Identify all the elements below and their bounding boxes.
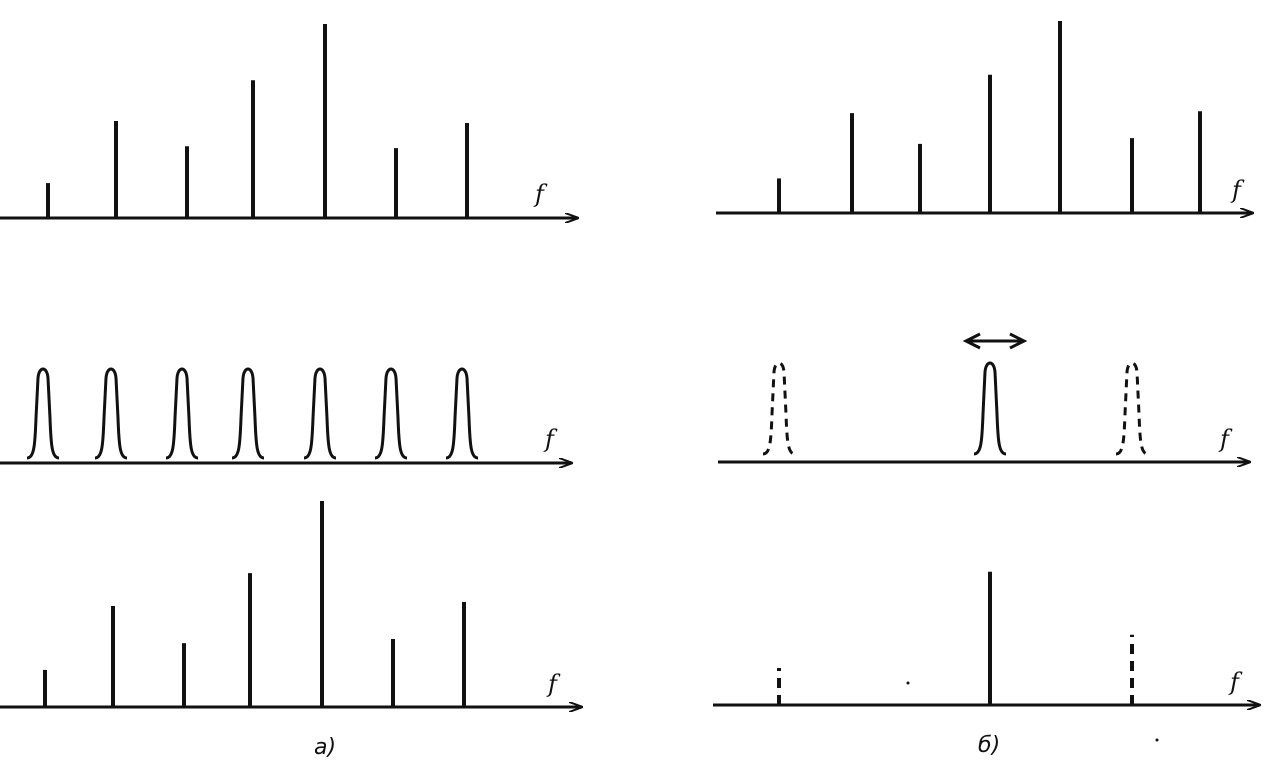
filter-position-ghost [1115,361,1149,456]
panel-a-filter-bank: f [0,367,572,463]
axis-label-f: f [1218,425,1233,453]
print-speck [1155,738,1159,742]
panel-b-caption: б) [978,733,1000,758]
panel-b-bottom-spectrum: f [713,571,1260,742]
bandpass-filter [94,367,128,460]
panel-a-top-spectrum: f [0,24,578,218]
panel-b-top-spectrum: f [716,21,1253,213]
axis-label-f: f [546,670,561,698]
bandpass-filter [303,367,337,460]
bandpass-filter [165,367,199,460]
axis-label-f: f [1230,176,1245,204]
panel-b-tunable-filter: f [718,332,1250,462]
panel-a-caption: а) [314,735,336,760]
bandpass-filter [445,367,479,460]
panel-b: f f f б) [713,21,1260,758]
filter-position-ghost [762,361,796,456]
panel-a-bottom-spectrum: f [0,501,582,707]
panel-a: f f f а) [0,24,582,760]
axis-label-f: f [543,425,558,453]
axis-label-f: f [533,180,548,208]
bandpass-filter [374,367,408,460]
print-speck [906,681,910,685]
axis-label-f: f [1228,668,1243,696]
tunable-filter [973,361,1007,456]
tuning-double-arrow [962,332,1028,350]
bandpass-filter [231,367,265,460]
bandpass-filter [26,367,60,460]
